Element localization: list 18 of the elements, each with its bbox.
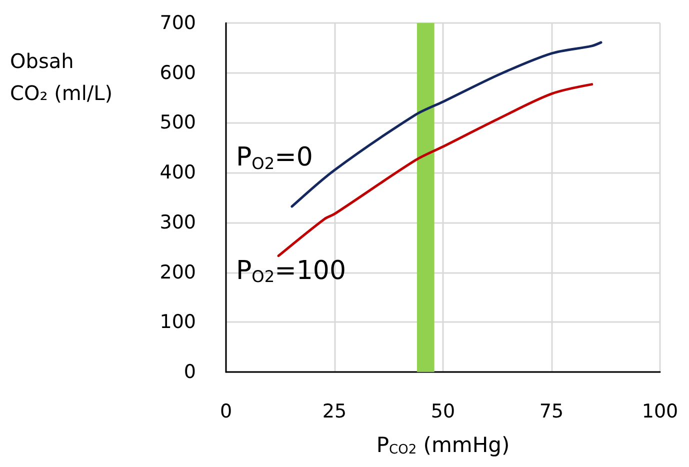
y-tick-label: 400 [160,162,196,184]
y-tick-label: 600 [160,62,196,84]
y-tick-label: 500 [160,112,196,134]
x-tick-label: 100 [642,400,678,422]
x-tick-label: 75 [539,400,564,422]
y-tick-label: 0 [184,361,196,383]
x-tick-label: 0 [220,400,232,422]
x-axis-title: PCO2 (mmHg) [376,433,510,458]
y-tick-label: 200 [160,261,196,284]
y-tick-label: 300 [160,211,196,234]
y-tick-label: 100 [160,311,196,334]
y-axis-title: Obsah CO₂ (ml/L) [10,49,113,105]
y-tick-label: 700 [160,12,196,34]
line-series [277,83,594,258]
x-tick-label: 50 [430,400,456,422]
series-label: PO2=100 [236,256,346,286]
x-tick-label: 25 [322,400,347,422]
series-label: PO2=0 [236,142,313,173]
